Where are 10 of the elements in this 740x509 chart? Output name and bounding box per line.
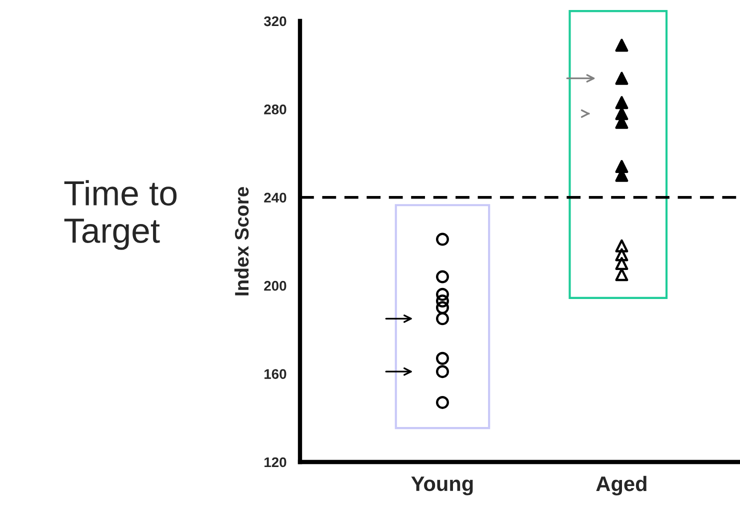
- y-tick-label: 320: [264, 16, 286, 26]
- y-tick-label: 240: [264, 192, 286, 203]
- y-tick-label: 120: [264, 457, 286, 468]
- y-tick-label: 200: [264, 280, 286, 291]
- y-tick-label: 280: [264, 104, 286, 114]
- x-tick-label: Young: [411, 476, 473, 496]
- text: Time to Target: [64, 180, 177, 250]
- y-tick-label: 160: [264, 369, 286, 379]
- x-tick-label: Aged: [596, 476, 646, 496]
- y-axis-title: Index Score: [234, 187, 249, 296]
